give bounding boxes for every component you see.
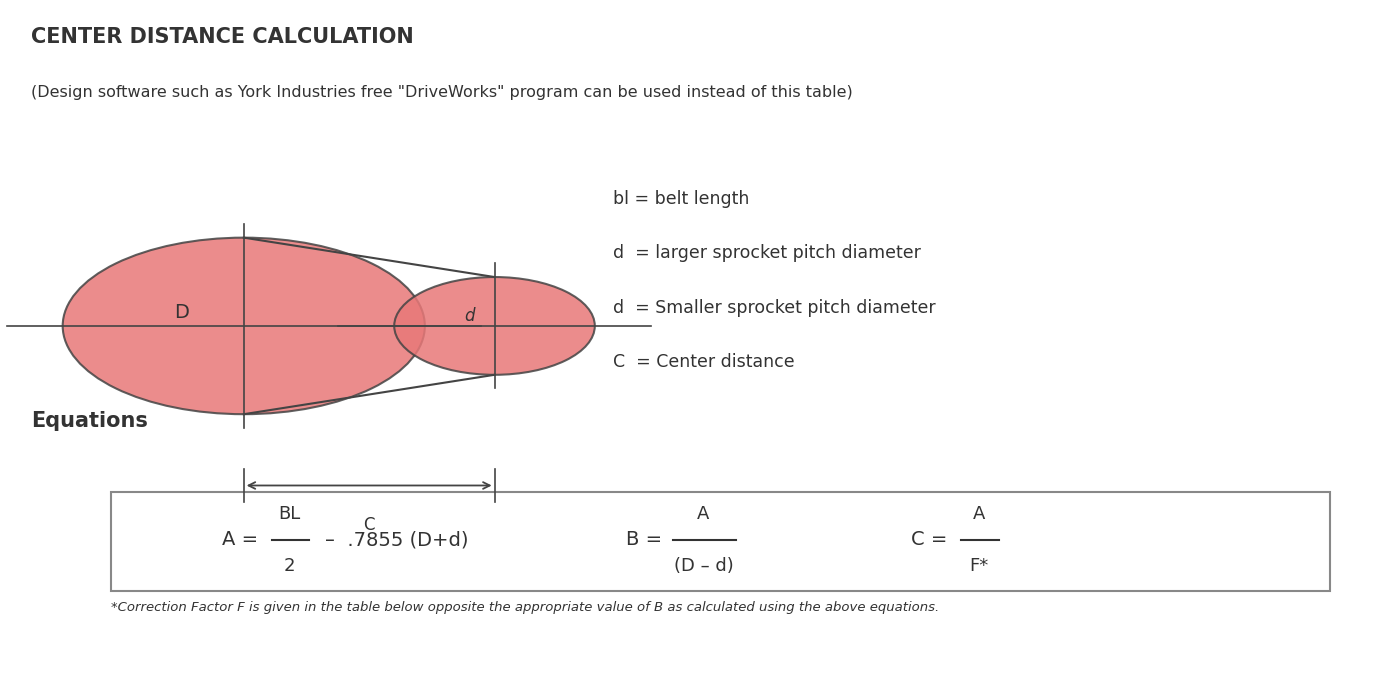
FancyBboxPatch shape: [111, 492, 1330, 591]
Text: d: d: [464, 307, 475, 325]
Text: B =: B =: [625, 530, 662, 549]
Text: d  = larger sprocket pitch diameter: d = larger sprocket pitch diameter: [613, 244, 921, 263]
Text: (D – d): (D – d): [674, 557, 733, 575]
Text: d  = Smaller sprocket pitch diameter: d = Smaller sprocket pitch diameter: [613, 299, 936, 317]
Circle shape: [63, 238, 425, 414]
Text: C: C: [364, 516, 375, 534]
Text: F*: F*: [970, 557, 989, 575]
Text: C =: C =: [911, 530, 947, 549]
Circle shape: [394, 277, 595, 375]
Text: Equations: Equations: [31, 411, 148, 430]
Text: *Correction Factor F is given in the table below opposite the appropriate value : *Correction Factor F is given in the tab…: [111, 601, 940, 614]
Text: (Design software such as York Industries free "DriveWorks" program can be used i: (Design software such as York Industries…: [31, 85, 853, 100]
Text: A: A: [698, 504, 709, 523]
Text: bl = belt length: bl = belt length: [613, 190, 749, 208]
Text: –  .7855 (D+d): – .7855 (D+d): [325, 530, 468, 549]
Text: BL: BL: [279, 504, 301, 523]
Text: A =: A =: [221, 530, 258, 549]
Text: CENTER DISTANCE CALCULATION: CENTER DISTANCE CALCULATION: [31, 27, 414, 47]
Text: C  = Center distance: C = Center distance: [613, 353, 794, 371]
Text: A: A: [974, 504, 985, 523]
Text: D: D: [174, 303, 188, 322]
Text: 2: 2: [284, 557, 295, 575]
